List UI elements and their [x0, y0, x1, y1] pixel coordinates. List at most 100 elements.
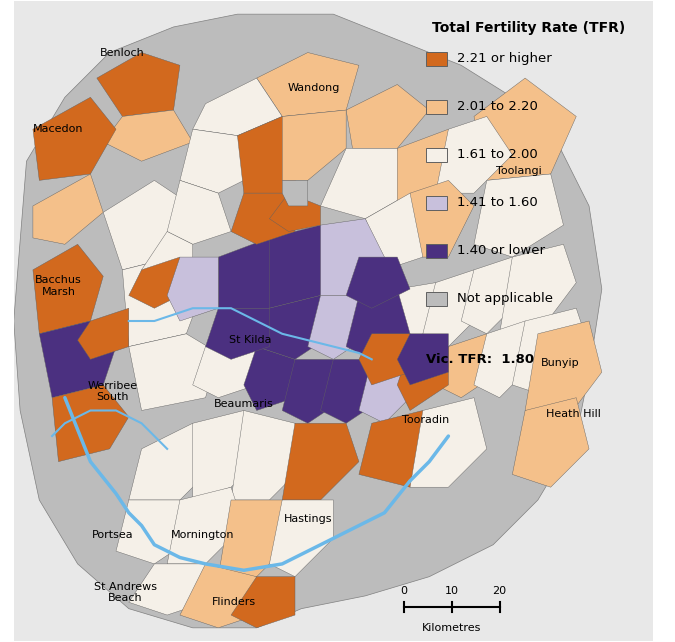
Polygon shape	[231, 577, 295, 628]
Polygon shape	[410, 397, 487, 487]
Polygon shape	[398, 334, 448, 385]
Polygon shape	[97, 53, 180, 116]
Polygon shape	[129, 334, 218, 410]
Polygon shape	[244, 347, 295, 410]
Polygon shape	[474, 78, 576, 180]
Polygon shape	[321, 219, 385, 295]
Polygon shape	[180, 129, 256, 193]
Polygon shape	[461, 257, 525, 334]
Polygon shape	[231, 193, 295, 245]
Text: St Kilda: St Kilda	[229, 335, 271, 345]
Polygon shape	[398, 129, 474, 206]
Text: 1.61 to 2.00: 1.61 to 2.00	[457, 148, 537, 161]
Polygon shape	[103, 180, 193, 270]
Polygon shape	[321, 360, 385, 423]
Polygon shape	[116, 500, 193, 564]
Text: 20: 20	[493, 586, 507, 596]
Polygon shape	[474, 321, 538, 397]
Polygon shape	[474, 174, 564, 257]
Polygon shape	[346, 257, 410, 308]
Polygon shape	[512, 308, 589, 397]
Polygon shape	[423, 270, 487, 347]
Polygon shape	[33, 98, 116, 180]
Polygon shape	[282, 110, 346, 180]
Polygon shape	[218, 500, 295, 577]
Polygon shape	[435, 116, 512, 193]
Text: Macedon: Macedon	[33, 125, 84, 134]
Text: Flinders: Flinders	[212, 597, 256, 607]
Polygon shape	[500, 245, 576, 334]
Text: Toolangi: Toolangi	[496, 166, 541, 176]
Polygon shape	[142, 232, 193, 295]
Polygon shape	[129, 564, 205, 615]
Text: 0: 0	[400, 586, 407, 596]
Polygon shape	[308, 295, 372, 360]
Polygon shape	[167, 180, 231, 245]
Polygon shape	[193, 410, 269, 500]
Polygon shape	[129, 257, 180, 308]
Text: Vic. TFR:  1.80: Vic. TFR: 1.80	[426, 353, 534, 366]
FancyBboxPatch shape	[426, 196, 447, 210]
Polygon shape	[365, 193, 435, 270]
Text: Portsea: Portsea	[92, 530, 134, 540]
FancyBboxPatch shape	[426, 244, 447, 257]
Polygon shape	[525, 321, 602, 423]
Text: 2.21 or higher: 2.21 or higher	[457, 53, 551, 65]
Polygon shape	[180, 564, 256, 628]
Polygon shape	[256, 53, 359, 116]
Polygon shape	[269, 500, 333, 577]
Polygon shape	[385, 282, 448, 347]
Polygon shape	[193, 347, 256, 397]
Text: Total Fertility Rate (TFR): Total Fertility Rate (TFR)	[433, 21, 626, 35]
Text: Tooradin: Tooradin	[402, 415, 450, 425]
Polygon shape	[512, 397, 589, 487]
Polygon shape	[321, 148, 410, 219]
Text: 1.40 or lower: 1.40 or lower	[457, 244, 545, 257]
Polygon shape	[33, 245, 103, 334]
Polygon shape	[205, 308, 269, 360]
FancyBboxPatch shape	[426, 52, 447, 66]
Polygon shape	[39, 321, 116, 397]
Polygon shape	[167, 257, 218, 321]
Text: Werribee
South: Werribee South	[88, 381, 138, 402]
Polygon shape	[167, 487, 244, 564]
Text: Bunyip: Bunyip	[541, 358, 580, 368]
Polygon shape	[14, 14, 602, 628]
Polygon shape	[103, 110, 193, 161]
Text: Bacchus
Marsh: Bacchus Marsh	[35, 275, 82, 297]
Text: Not applicable: Not applicable	[457, 292, 553, 305]
Polygon shape	[269, 225, 346, 308]
Polygon shape	[269, 193, 321, 232]
Polygon shape	[238, 116, 314, 193]
Text: Hastings: Hastings	[284, 514, 332, 524]
Polygon shape	[282, 180, 308, 206]
Polygon shape	[346, 85, 429, 148]
Text: Beaumaris: Beaumaris	[214, 399, 274, 409]
Text: St Andrews
Beach: St Andrews Beach	[94, 582, 157, 603]
Polygon shape	[256, 295, 333, 360]
Text: Benloch: Benloch	[100, 48, 144, 58]
Text: 10: 10	[445, 586, 458, 596]
Polygon shape	[218, 238, 295, 308]
FancyBboxPatch shape	[426, 100, 447, 114]
Polygon shape	[129, 423, 218, 500]
Polygon shape	[52, 385, 129, 462]
FancyBboxPatch shape	[426, 148, 447, 162]
Text: Heath Hill: Heath Hill	[545, 409, 601, 419]
Polygon shape	[359, 410, 448, 487]
FancyBboxPatch shape	[426, 291, 447, 306]
Text: 2.01 to 2.20: 2.01 to 2.20	[457, 100, 537, 114]
Polygon shape	[193, 78, 282, 135]
Polygon shape	[282, 360, 346, 423]
Polygon shape	[346, 289, 410, 360]
Text: Mornington: Mornington	[171, 530, 234, 540]
Text: Wandong: Wandong	[288, 83, 340, 92]
Polygon shape	[435, 334, 500, 397]
Polygon shape	[359, 334, 410, 385]
Polygon shape	[78, 308, 129, 360]
Polygon shape	[33, 174, 103, 245]
Polygon shape	[410, 180, 474, 257]
Text: Kilometres: Kilometres	[422, 623, 481, 634]
Polygon shape	[122, 257, 205, 347]
Text: 1.41 to 1.60: 1.41 to 1.60	[457, 196, 537, 209]
